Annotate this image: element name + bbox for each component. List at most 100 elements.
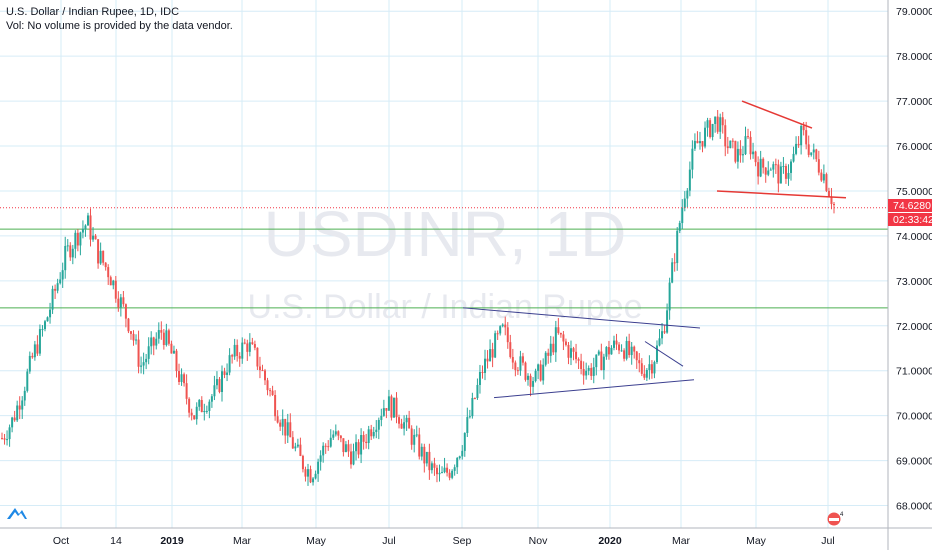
candle xyxy=(542,358,545,385)
candle xyxy=(51,285,54,314)
candle xyxy=(375,420,378,439)
candle xyxy=(400,418,403,429)
candle xyxy=(145,353,148,370)
trendline xyxy=(741,100,813,129)
candle xyxy=(304,466,307,482)
candle xyxy=(471,392,474,419)
candle xyxy=(762,157,765,174)
candle xyxy=(519,350,522,376)
candle xyxy=(777,159,780,193)
candle xyxy=(132,330,135,346)
candle xyxy=(458,455,461,460)
candle xyxy=(797,136,800,148)
candle xyxy=(314,470,317,480)
candle xyxy=(714,116,717,133)
candle xyxy=(104,262,107,271)
candle xyxy=(193,415,196,420)
candle xyxy=(367,425,370,450)
candle xyxy=(413,429,416,453)
symbol-title[interactable]: U.S. Dollar / Indian Rupee, 1D, IDC xyxy=(6,6,180,18)
chart-legend[interactable]: U.S. Dollar / Indian Rupee, 1D, IDC Vol:… xyxy=(6,5,233,33)
candle xyxy=(89,208,92,247)
candle xyxy=(54,284,57,299)
tradingview-logo-icon[interactable] xyxy=(6,505,28,521)
candle xyxy=(69,242,72,261)
candle xyxy=(188,397,191,418)
watermark-description: U.S. Dollar / Indian Rupee xyxy=(248,288,643,326)
svg-text:4: 4 xyxy=(840,512,844,518)
candle xyxy=(620,344,623,352)
time-tick-label: Oct xyxy=(53,535,69,547)
candle xyxy=(653,360,656,379)
candle xyxy=(476,378,479,400)
candle xyxy=(810,152,813,157)
candle xyxy=(74,230,77,259)
trendline xyxy=(462,307,701,329)
candle xyxy=(499,325,502,336)
candle xyxy=(539,360,542,382)
candle xyxy=(157,322,160,344)
symbol-watermark: USDINR, 1D U.S. Dollar / Indian Rupee xyxy=(248,198,643,326)
candle xyxy=(392,397,395,418)
candle xyxy=(420,443,423,461)
candle xyxy=(71,244,74,265)
candle xyxy=(286,413,289,443)
candle xyxy=(595,354,598,376)
candle xyxy=(812,143,815,160)
candle xyxy=(585,362,588,380)
candle xyxy=(706,117,709,137)
candle xyxy=(790,159,793,181)
candle xyxy=(81,220,84,239)
candle xyxy=(448,469,451,481)
candle xyxy=(666,303,669,334)
candle xyxy=(23,386,26,406)
candle xyxy=(491,342,494,368)
candle xyxy=(630,341,633,365)
candle xyxy=(443,457,446,474)
candle xyxy=(357,439,360,459)
candle xyxy=(638,353,641,373)
candle xyxy=(274,390,277,421)
time-tick-label: Nov xyxy=(529,535,548,547)
events-flag-icon[interactable]: 4 xyxy=(826,510,846,526)
candle xyxy=(600,343,603,371)
candle xyxy=(423,443,426,473)
candle xyxy=(387,389,390,411)
candle xyxy=(567,341,570,365)
candle xyxy=(385,407,388,419)
candle xyxy=(709,117,712,139)
candle xyxy=(299,437,302,457)
candle xyxy=(597,349,600,356)
candle xyxy=(377,417,380,440)
candle xyxy=(344,441,347,453)
candle xyxy=(92,227,95,242)
candle xyxy=(825,172,828,193)
time-tick-label: Mar xyxy=(672,535,691,547)
candle xyxy=(562,331,565,351)
candle xyxy=(221,365,224,402)
candle xyxy=(337,430,340,441)
candle xyxy=(772,161,775,178)
candle xyxy=(390,394,393,421)
candle xyxy=(241,337,244,364)
candle xyxy=(830,188,833,210)
candle xyxy=(658,329,661,347)
candle xyxy=(243,338,246,345)
candle xyxy=(309,465,312,484)
candle xyxy=(453,464,456,476)
candle xyxy=(112,279,115,290)
candle xyxy=(231,353,234,364)
candle xyxy=(747,128,750,140)
candle xyxy=(501,323,504,328)
candle xyxy=(549,335,552,363)
candle xyxy=(534,368,537,383)
candle xyxy=(124,303,127,328)
candle xyxy=(195,402,198,425)
price-badges: 74.6280 02:33:42 xyxy=(888,199,932,226)
price-tick-label: 71.0000 xyxy=(896,366,932,378)
candle xyxy=(380,408,383,427)
candle xyxy=(547,348,550,364)
candle xyxy=(355,434,358,461)
